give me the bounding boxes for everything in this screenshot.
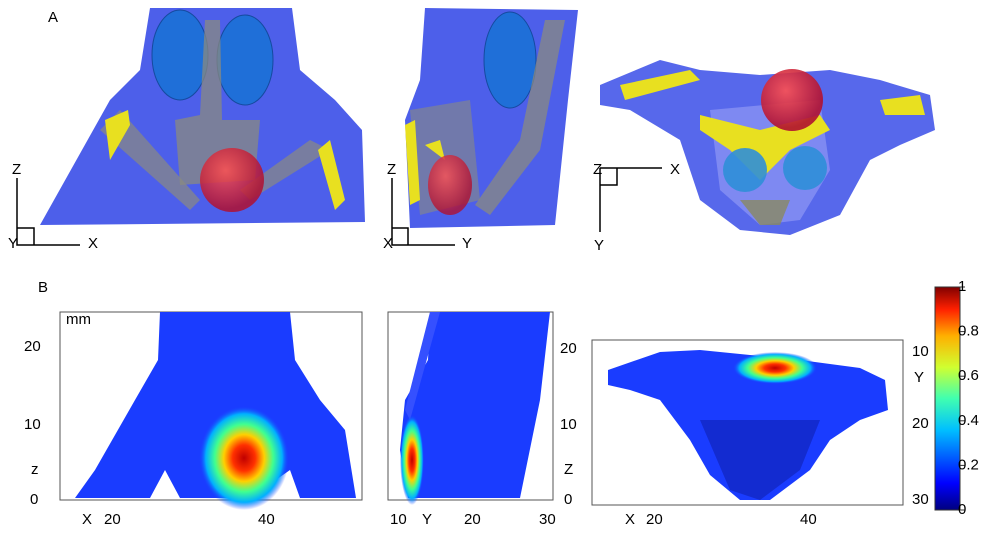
axis-letter: X (82, 511, 92, 528)
axis-letter: Z (593, 161, 602, 178)
render-top (600, 60, 935, 235)
axis-letter: Y (462, 235, 472, 252)
axis-letter: Z (12, 161, 21, 178)
colorbar (935, 287, 960, 510)
render-front (40, 8, 365, 225)
tick-label: 20 (560, 340, 577, 357)
axis-letter: X (383, 235, 393, 252)
axis-letter: Y (422, 511, 432, 528)
axis-letter: z (31, 461, 39, 478)
tick-label: 20 (464, 511, 481, 528)
tick-label: 20 (646, 511, 663, 528)
heatmap-top (608, 350, 888, 500)
colorbar-tick-label: 0.2 (958, 456, 979, 473)
render-side (405, 8, 578, 228)
colorbar-tick-label: 0.8 (958, 323, 979, 340)
colorbar-ticks: 1 0.8 0.6 0.4 0.2 0 (958, 278, 979, 518)
heatmap-side (400, 312, 550, 505)
tick-label: 30 (912, 491, 929, 508)
tick-label: 10 (560, 416, 577, 433)
figure: A Z Y X Z X Y Z X Y B (0, 0, 984, 531)
panel-label: B (38, 279, 48, 296)
colorbar-tick-label: 0 (958, 501, 966, 518)
colorbar-tick-label: 0.4 (958, 412, 979, 429)
axis-letter: X (670, 161, 680, 178)
panel-label: A (48, 9, 58, 26)
tick-label: 40 (258, 511, 275, 528)
axis-letter: Y (914, 369, 924, 386)
tick-label: 0 (564, 491, 572, 508)
axis-letter: Y (594, 237, 604, 254)
axis-letter: Z (564, 461, 573, 478)
tick-label: 30 (539, 511, 556, 528)
tick-label: 10 (390, 511, 407, 528)
tick-label: 40 (800, 511, 817, 528)
axis-letter: X (88, 235, 98, 252)
tick-label: 0 (30, 491, 38, 508)
colorbar-tick-label: 0.6 (958, 367, 979, 384)
colorbar-tick-label: 1 (958, 278, 966, 295)
heatmap-front (75, 312, 356, 510)
tick-label: 20 (912, 415, 929, 432)
unit-label: mm (66, 311, 91, 328)
tick-label: 20 (24, 338, 41, 355)
axis-triad (600, 168, 662, 232)
tick-label: 10 (912, 343, 929, 360)
axis-letter: Y (8, 235, 18, 252)
axis-letter: Z (387, 161, 396, 178)
tick-label: 20 (104, 511, 121, 528)
axis-letter: X (625, 511, 635, 528)
tick-label: 10 (24, 416, 41, 433)
